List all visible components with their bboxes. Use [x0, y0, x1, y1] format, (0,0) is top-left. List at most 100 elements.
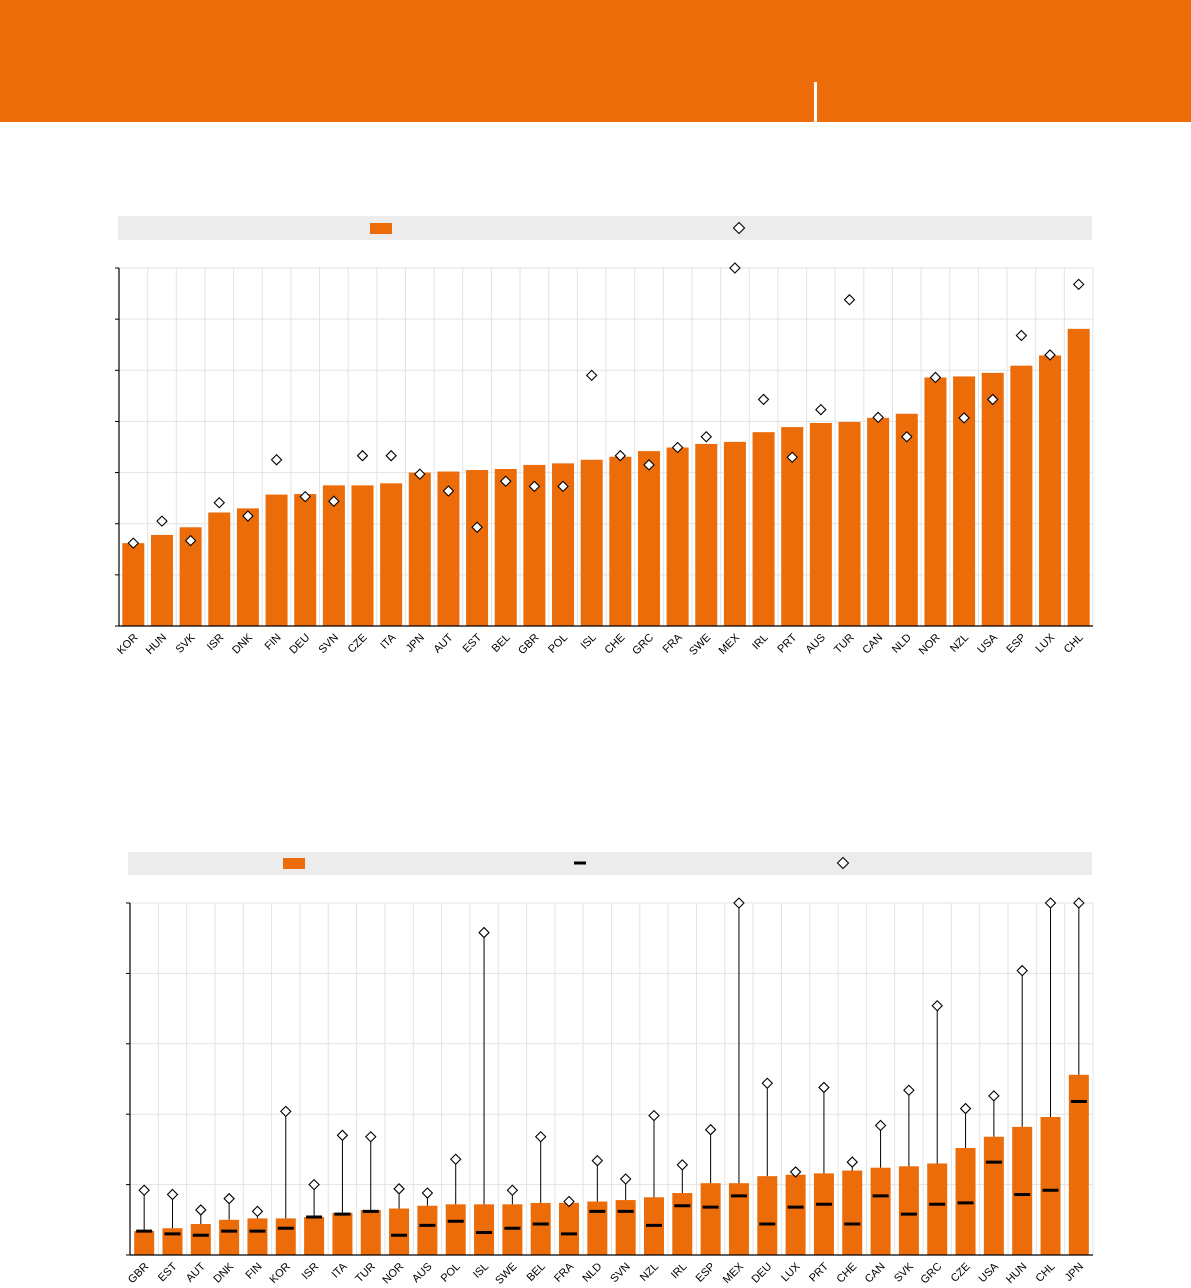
chart-1-diamond-ita [385, 449, 397, 462]
chart-2-bar-deu [757, 1176, 778, 1255]
chart-1-diamond-bel [499, 475, 512, 488]
chart-2-bar-bel [530, 1202, 551, 1255]
chart-1-diamond-nzl [958, 412, 970, 424]
chart-1-bar-isl [580, 459, 603, 626]
chart-1-bar-can [867, 417, 890, 626]
chart-2-bar-chl [1040, 1117, 1061, 1255]
chart-2-diamond-tur [364, 1130, 377, 1143]
chart-1-bar-esp [1010, 365, 1033, 626]
chart-2-bar-grc [927, 1163, 948, 1255]
chart-1-bar-cze [351, 485, 374, 626]
chart-1-bar-nzl [953, 376, 976, 626]
chart-1-diamond-aut [442, 485, 455, 497]
chart-2-diamond-nld [591, 1154, 604, 1167]
chart-2-diamond-irl [676, 1159, 689, 1171]
chart-1-diamond-can [872, 411, 884, 424]
chart-2-diamond-che [846, 1156, 859, 1168]
chart-1-bar-jpn [408, 472, 431, 626]
header-band [0, 0, 1191, 122]
chart-1-x-label-deu: DEU [287, 632, 312, 657]
chart-1-x-label-nzl: NZL [948, 632, 971, 655]
chart-1-diamond-nld [901, 430, 913, 443]
chart-2-bar-nor [389, 1208, 410, 1255]
chart-2-bar-fin [247, 1218, 268, 1255]
chart-1-bar-svn [322, 485, 345, 626]
chart-1-bar-aut [437, 471, 460, 626]
chart-1-x-label-fra: FRA [661, 631, 686, 656]
chart-1-x-label-can: CAN [860, 632, 885, 657]
chart-1-bar-isr [208, 512, 231, 626]
chart-2-x-label-chl: CHL [1034, 1261, 1058, 1285]
chart-1-diamond-prt [786, 451, 798, 464]
chart-2-diamond-hun [1016, 964, 1028, 977]
chart-2-diamond-aus [421, 1187, 434, 1199]
chart-1-x-label-irl: IRL [750, 632, 771, 653]
chart-2-x-label-lux: LUX [779, 1260, 803, 1284]
chart-2-diamond-bel [534, 1130, 547, 1143]
chart-2-legend [128, 852, 1092, 875]
chart-1-bar-deu [294, 494, 317, 626]
chart-2-x-label-dnk: DNK [211, 1260, 236, 1285]
legend-1-diamond-marker [732, 221, 746, 235]
chart-2-x-label-ita: ITA [330, 1260, 350, 1280]
chart-1-x-label-tur: TUR [832, 632, 857, 657]
chart-2-x-label-gbr: GBR [126, 1261, 151, 1286]
chart-2-x-label-svn: SVN [608, 1261, 633, 1286]
chart-2-x-label-est: EST [156, 1260, 180, 1284]
chart-2-x-label-irl: IRL [669, 1261, 690, 1282]
chart-2-x-label-aus: AUS [410, 1261, 434, 1285]
chart-2-x-label-jpn: JPN [1063, 1261, 1086, 1284]
chart-2-x-label-aut: AUT [184, 1260, 208, 1284]
chart-1-bar-nld [895, 413, 918, 626]
chart-2-x-label-grc: GRC [919, 1261, 945, 1287]
chart-1-x-label-est: EST [461, 631, 485, 655]
chart-2-x-label-kor: KOR [268, 1261, 293, 1286]
chart-1-diamond-fin [270, 454, 283, 466]
chart-1-x-label-dnk: DNK [230, 631, 255, 656]
chart-2-x-label-usa: USA [977, 1260, 1002, 1285]
chart-2-bar-aut [190, 1224, 211, 1255]
chart-1-diamond-esp [1015, 329, 1028, 342]
chart-2-bar-kor [275, 1218, 296, 1255]
chart-2-diamond-fra [563, 1195, 575, 1208]
chart-1-x-label-kor: KOR [115, 632, 140, 657]
chart-1-x-label-esp: ESP [1004, 632, 1028, 656]
chart-2-bar-usa [983, 1136, 1004, 1255]
chart-2-diamond-deu [761, 1077, 774, 1090]
chart-2-x-label-nld: NLD [580, 1261, 604, 1285]
chart-1-bar-nor [924, 377, 947, 626]
chart-2-bar-est [162, 1228, 183, 1255]
chart-2-x-label-nor: NOR [380, 1261, 406, 1287]
chart-2-diamond-dnk [223, 1192, 235, 1205]
chart-2-bar-nld [587, 1201, 608, 1255]
chart-1-bar-hun [150, 534, 173, 626]
chart-1-bar-dnk [236, 508, 259, 626]
chart-2-bar-isr [304, 1216, 325, 1255]
chart-1-x-label-swe: SWE [687, 632, 713, 658]
chart-1-diamond-swe [700, 430, 713, 443]
chart-2-x-label-pol: POL [439, 1261, 463, 1285]
chart-2-diamond-chl [1044, 897, 1057, 909]
chart-1-x-label-che: CHE [603, 632, 628, 657]
chart-1-x-label-aus: AUS [803, 632, 827, 656]
chart-1-x-label-cze: CZE [346, 632, 370, 656]
chart-2-x-label-che: CHE [834, 1261, 859, 1286]
chart-2-bar-jpn [1068, 1074, 1089, 1255]
chart-2-x-label-fin: FIN [244, 1261, 265, 1282]
chart-1-x-label-jpn: JPN [404, 632, 427, 655]
legend-2-bar-swatch [283, 858, 305, 869]
chart-1-diamond-nor [929, 371, 942, 384]
chart-1-diamond-deu [299, 490, 311, 503]
chart-2-x-label-esp: ESP [694, 1261, 718, 1285]
chart-1-diamond-jpn [414, 468, 426, 480]
chart-1-bar-grc [637, 451, 660, 626]
chart-2-bar-can [870, 1167, 891, 1255]
chart-1-bar-fra [666, 447, 689, 626]
chart-1-x-label-bel: BEL [490, 632, 513, 655]
chart-2-bar-lux [785, 1174, 806, 1255]
chart-1-x-label-chl: CHL [1062, 632, 1086, 656]
chart-1-bar-svk [179, 527, 202, 626]
chart-1-x-label-ita: ITA [378, 631, 398, 651]
chart-2-x-label-prt: PRT [807, 1260, 831, 1284]
